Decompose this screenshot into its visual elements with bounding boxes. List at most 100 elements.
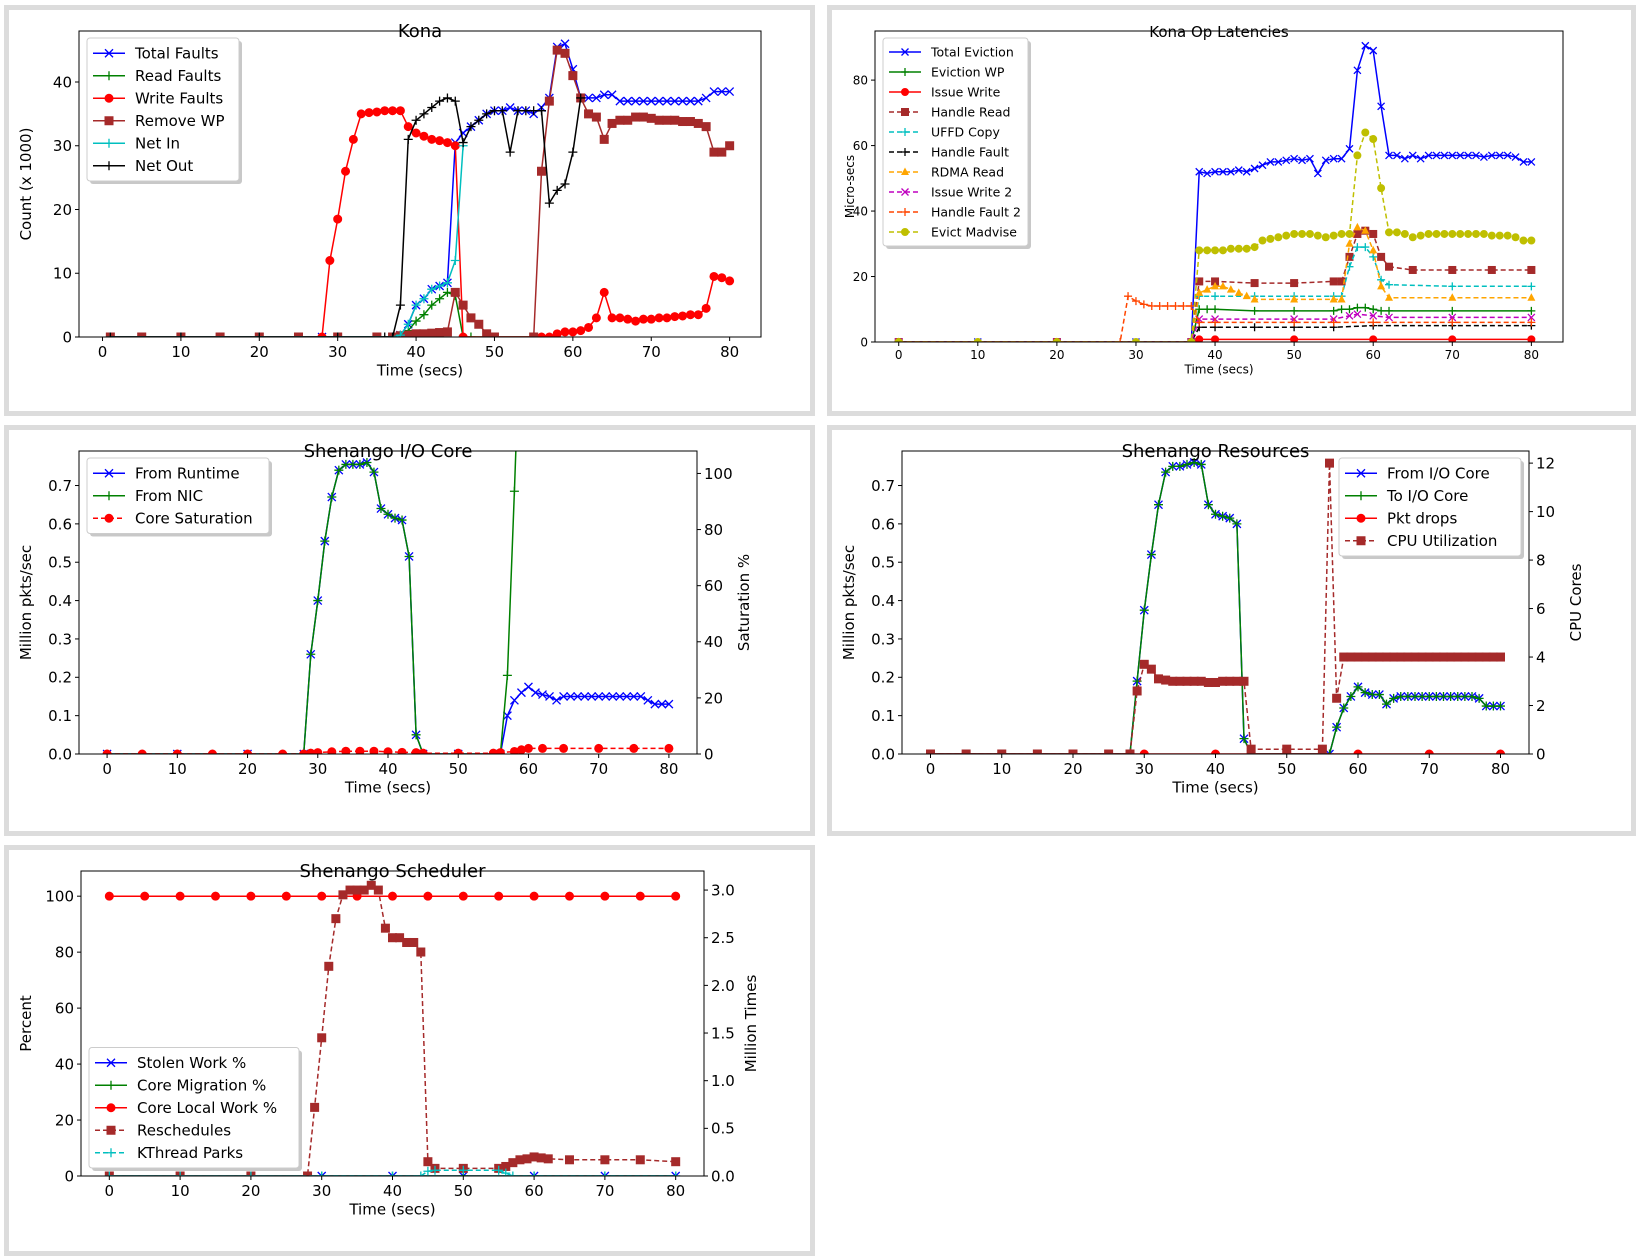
plot-area [926, 458, 1505, 754]
data-point [580, 692, 590, 701]
y-tick-label: 0.4 [871, 592, 895, 610]
data-point [564, 1155, 574, 1165]
data-point [1369, 135, 1378, 144]
data-point [678, 96, 688, 106]
data-point [1527, 265, 1536, 274]
data-point [631, 316, 641, 326]
data-point [411, 128, 421, 138]
data-point [901, 128, 909, 136]
data-point [1298, 229, 1307, 238]
data-point [717, 87, 727, 97]
data-point [894, 338, 903, 342]
data-point [281, 891, 291, 901]
data-point [693, 96, 703, 106]
data-point [435, 328, 445, 337]
data-point [1175, 461, 1185, 471]
data-point [654, 115, 664, 125]
data-point [334, 465, 344, 475]
data-point [1392, 228, 1401, 237]
data-point [1196, 459, 1206, 469]
data-point [1274, 233, 1283, 242]
data-point [664, 743, 674, 753]
data-point [1242, 244, 1251, 253]
x-axis-label: Time (secs) [1183, 363, 1253, 377]
data-point [516, 688, 526, 698]
data-point [1146, 550, 1156, 560]
data-point [926, 749, 935, 754]
x-tick-label: 50 [1277, 760, 1296, 778]
data-point [1377, 102, 1386, 111]
x-tick-label: 10 [970, 348, 985, 362]
data-point [1329, 294, 1338, 303]
y-tick-label: 20 [853, 270, 868, 284]
data-point [1139, 749, 1149, 754]
legend-entry: Core Saturation [93, 510, 253, 528]
data-point [104, 116, 114, 126]
data-point [654, 313, 664, 323]
data-point [901, 88, 909, 96]
data-point [430, 1165, 440, 1175]
data-point [1527, 306, 1536, 315]
data-point [1440, 151, 1449, 160]
data-point [529, 332, 539, 337]
data-point [1332, 722, 1342, 732]
data-point [1139, 605, 1149, 615]
series-reschedules [104, 880, 681, 1176]
series-kthread-parks [104, 1165, 681, 1176]
data-point [1329, 306, 1338, 315]
data-point [678, 117, 688, 127]
data-point [537, 332, 547, 337]
data-point [1211, 305, 1220, 314]
plot-area [102, 451, 674, 754]
legend-label: RDMA Read [931, 165, 1004, 180]
x-tick-label: 40 [1206, 760, 1225, 778]
data-point [140, 891, 150, 901]
data-point [388, 106, 398, 116]
data-point [1511, 233, 1520, 242]
legend-box [86, 37, 240, 182]
legend-label: Core Saturation [135, 510, 253, 528]
data-point [416, 947, 426, 957]
data-point [584, 109, 594, 119]
data-point [1282, 156, 1291, 165]
data-point [1290, 318, 1299, 327]
x-tick-label: 30 [328, 343, 347, 361]
data-point [388, 1171, 397, 1176]
y-right-tick-label: 0.5 [711, 1120, 735, 1138]
plot-frame [874, 30, 1564, 343]
data-point [427, 134, 437, 144]
data-point [1527, 157, 1536, 166]
x-tick-label: 50 [1286, 348, 1301, 362]
data-point [636, 692, 646, 701]
data-point [701, 93, 711, 103]
data-point [709, 87, 719, 97]
data-point [419, 109, 429, 119]
data-point [327, 492, 337, 502]
data-point [505, 147, 515, 157]
y-tick-label: 80 [853, 73, 868, 87]
data-point [418, 748, 428, 754]
data-point [409, 937, 419, 947]
series-net-out [105, 93, 586, 337]
x-tick-label: 80 [666, 1182, 685, 1200]
legend-label: From Runtime [135, 465, 240, 483]
data-point [709, 147, 719, 157]
data-point [1321, 233, 1330, 242]
data-point [1195, 277, 1204, 286]
data-point [325, 256, 335, 265]
data-point [599, 287, 609, 297]
y-right-tick-label: 80 [704, 521, 723, 539]
data-point [670, 96, 680, 106]
data-point [1464, 229, 1473, 238]
data-point [997, 749, 1007, 754]
data-point [395, 933, 405, 943]
data-point [693, 310, 703, 320]
data-point [327, 747, 337, 754]
data-point [1503, 151, 1512, 160]
data-point [1345, 239, 1354, 247]
y-tick-label: 0.4 [48, 592, 72, 610]
x-tick-label: 30 [312, 1182, 331, 1200]
data-point [1218, 281, 1227, 290]
data-point [364, 108, 374, 118]
data-point [1527, 282, 1536, 291]
